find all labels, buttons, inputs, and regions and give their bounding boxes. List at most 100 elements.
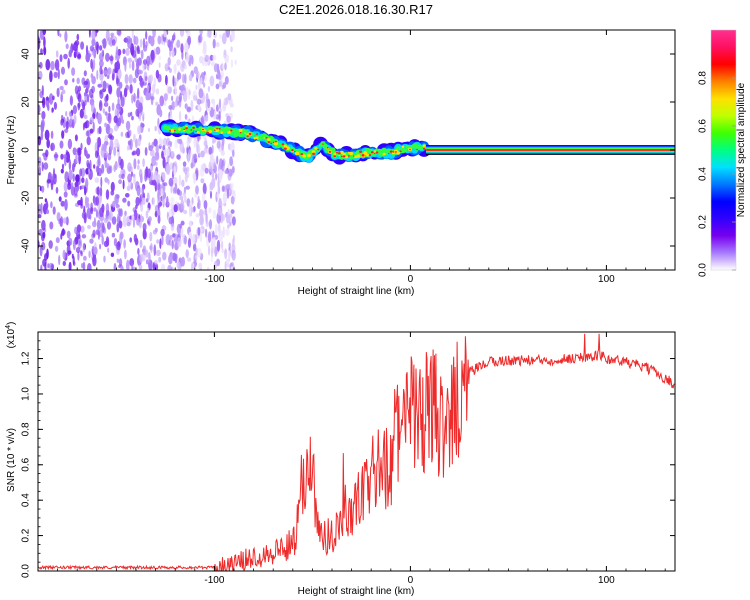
noise-speckle bbox=[167, 86, 172, 94]
snr-ytick-label: 0.6 bbox=[21, 457, 32, 471]
noise-speckle bbox=[82, 101, 86, 111]
noise-speckle bbox=[216, 239, 221, 252]
noise-speckle bbox=[204, 137, 208, 148]
tone-track-blob bbox=[375, 151, 379, 154]
noise-speckle bbox=[50, 201, 53, 209]
tone-track-blob bbox=[361, 154, 365, 157]
noise-speckle bbox=[114, 160, 118, 171]
noise-speckle bbox=[158, 256, 162, 263]
noise-speckle bbox=[188, 149, 192, 158]
noise-speckle bbox=[185, 52, 190, 63]
noise-speckle bbox=[61, 231, 64, 237]
noise-speckle bbox=[133, 233, 138, 243]
noise-speckle bbox=[187, 135, 192, 143]
noise-speckle bbox=[96, 186, 100, 196]
noise-speckle bbox=[139, 38, 143, 48]
tone-track-blob bbox=[278, 144, 283, 148]
noise-speckle bbox=[219, 198, 223, 211]
noise-speckle bbox=[165, 163, 171, 175]
noise-speckle bbox=[230, 182, 234, 190]
noise-speckle bbox=[162, 251, 167, 261]
noise-speckle bbox=[96, 219, 101, 231]
noise-speckle bbox=[208, 146, 213, 155]
snr-x-ticks: -100 0 100 bbox=[37, 332, 666, 586]
noise-speckle bbox=[68, 111, 72, 117]
snr-multiplier-base: (x10 bbox=[6, 328, 17, 348]
noise-speckle bbox=[98, 100, 103, 112]
noise-speckle bbox=[221, 159, 225, 172]
noise-speckle bbox=[226, 262, 230, 268]
noise-speckle bbox=[133, 175, 136, 185]
noise-speckle bbox=[54, 245, 59, 252]
tone-track-blob bbox=[359, 150, 363, 153]
tone-track-blob bbox=[347, 155, 350, 157]
noise-speckle bbox=[146, 55, 151, 67]
noise-speckle bbox=[116, 87, 121, 98]
noise-speckle bbox=[44, 129, 50, 141]
noise-speckle bbox=[41, 110, 46, 120]
noise-speckle bbox=[110, 252, 115, 257]
noise-speckle bbox=[89, 128, 94, 134]
noise-speckle bbox=[101, 49, 104, 56]
noise-speckle bbox=[197, 201, 200, 209]
noise-speckle bbox=[76, 77, 80, 85]
noise-speckle bbox=[150, 165, 153, 171]
noise-speckle bbox=[170, 150, 174, 157]
tone-track-blob bbox=[349, 151, 354, 156]
noise-speckle bbox=[125, 35, 131, 45]
noise-speckle bbox=[199, 209, 204, 218]
noise-speckle bbox=[160, 228, 165, 237]
noise-speckle bbox=[138, 69, 144, 75]
noise-speckle bbox=[148, 252, 151, 264]
tone-track-blob bbox=[388, 152, 390, 154]
noise-speckle bbox=[184, 41, 189, 53]
noise-speckle bbox=[116, 109, 120, 118]
noise-speckle bbox=[225, 30, 231, 38]
noise-speckle bbox=[38, 70, 43, 80]
noise-speckle bbox=[101, 235, 104, 246]
noise-speckle bbox=[142, 59, 148, 65]
tone-track-blob bbox=[381, 147, 387, 153]
noise-speckle bbox=[92, 229, 96, 238]
noise-speckle bbox=[116, 222, 120, 233]
noise-speckle bbox=[198, 80, 201, 91]
noise-speckle bbox=[60, 94, 63, 103]
noise-speckle bbox=[196, 144, 201, 155]
noise-speckle bbox=[218, 81, 222, 87]
noise-speckle bbox=[45, 200, 49, 211]
noise-speckle bbox=[195, 167, 199, 178]
noise-speckle bbox=[85, 179, 89, 188]
tone-track-blob bbox=[253, 137, 257, 140]
noise-speckle bbox=[174, 253, 178, 264]
noise-speckle bbox=[153, 138, 158, 147]
noise-speckle bbox=[144, 147, 148, 156]
noise-speckle bbox=[50, 173, 54, 185]
noise-speckle bbox=[170, 203, 173, 209]
noise-speckle bbox=[99, 90, 103, 95]
noise-speckle bbox=[212, 209, 217, 220]
noise-speckle bbox=[209, 75, 215, 87]
noise-speckle bbox=[221, 62, 224, 70]
noise-speckle bbox=[50, 142, 55, 151]
noise-speckle bbox=[102, 108, 106, 114]
tone-track-blob bbox=[263, 136, 266, 139]
noise-speckle bbox=[111, 216, 117, 225]
noise-speckle bbox=[220, 213, 226, 221]
tone-track-blob bbox=[183, 128, 185, 130]
noise-speckle bbox=[135, 138, 138, 149]
noise-speckle bbox=[137, 125, 142, 135]
tone-track-blob bbox=[272, 141, 275, 143]
noise-speckle bbox=[59, 140, 64, 149]
tone-track-blob bbox=[274, 140, 277, 143]
snr-multiplier-label: (x104) bbox=[5, 322, 17, 349]
tone-track-blob bbox=[396, 151, 401, 155]
noise-speckle bbox=[149, 231, 153, 242]
tone-track-blob bbox=[300, 153, 304, 156]
noise-speckle bbox=[126, 215, 130, 224]
noise-speckle bbox=[150, 49, 155, 61]
noise-speckle bbox=[80, 185, 85, 190]
noise-speckle bbox=[95, 165, 100, 173]
noise-speckle bbox=[199, 228, 203, 233]
noise-speckle bbox=[153, 244, 157, 257]
